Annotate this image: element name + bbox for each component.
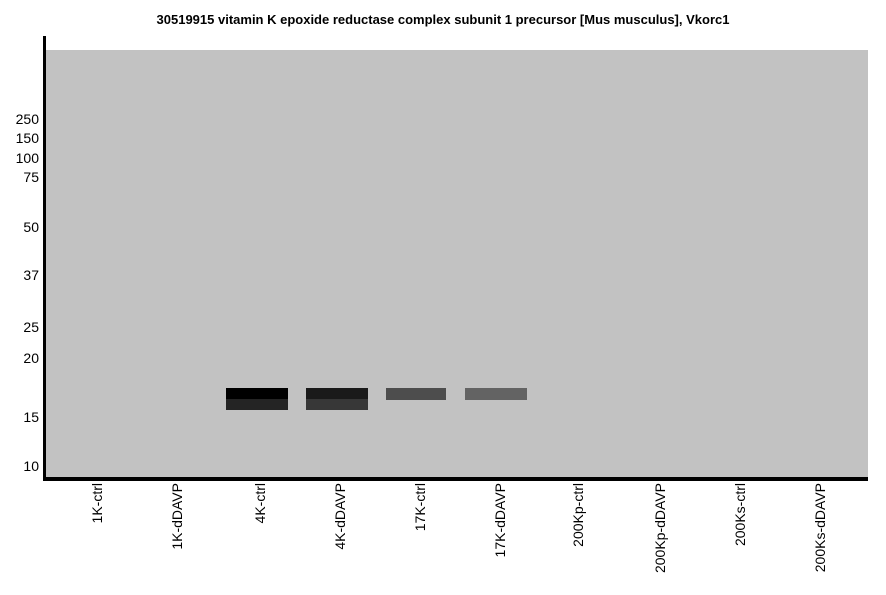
mw-tick-label: 10: [23, 458, 39, 474]
band-4K-ctrl-upper: [226, 388, 288, 399]
lane-label: 4K-ctrl: [252, 483, 268, 524]
y-axis-line: [43, 36, 46, 481]
x-axis-line: [43, 477, 868, 481]
gel-panel: [46, 50, 868, 478]
mw-tick-label: 37: [23, 267, 39, 283]
mw-tick-label: 25: [23, 319, 39, 335]
lane-label: 1K-ctrl: [89, 483, 105, 524]
band-4K-ctrl-lower: [226, 399, 288, 410]
lane-label: 17K-dDAVP: [492, 483, 508, 558]
band-17K-dDAVP: [465, 388, 527, 400]
band-4K-dDAVP-upper: [306, 388, 368, 399]
mw-tick-label: 75: [23, 169, 39, 185]
lane-label: 200Kp-ctrl: [570, 483, 586, 547]
lane-label: 200Ks-ctrl: [732, 483, 748, 547]
mw-tick-label: 15: [23, 409, 39, 425]
mw-tick-label: 50: [23, 219, 39, 235]
mw-tick-label: 20: [23, 350, 39, 366]
lane-label: 200Kp-dDAVP: [652, 483, 668, 574]
mw-tick-label: 150: [15, 130, 39, 146]
chart-title: 30519915 vitamin K epoxide reductase com…: [156, 12, 730, 27]
mw-tick-label: 250: [15, 111, 39, 127]
lane-label: 200Ks-dDAVP: [812, 483, 828, 573]
mw-tick-label: 100: [15, 150, 39, 166]
band-4K-dDAVP-lower: [306, 399, 368, 410]
lane-label: 1K-dDAVP: [169, 483, 185, 550]
lane-label: 17K-ctrl: [412, 483, 428, 532]
band-17K-ctrl: [386, 388, 446, 400]
lane-label: 4K-dDAVP: [332, 483, 348, 550]
